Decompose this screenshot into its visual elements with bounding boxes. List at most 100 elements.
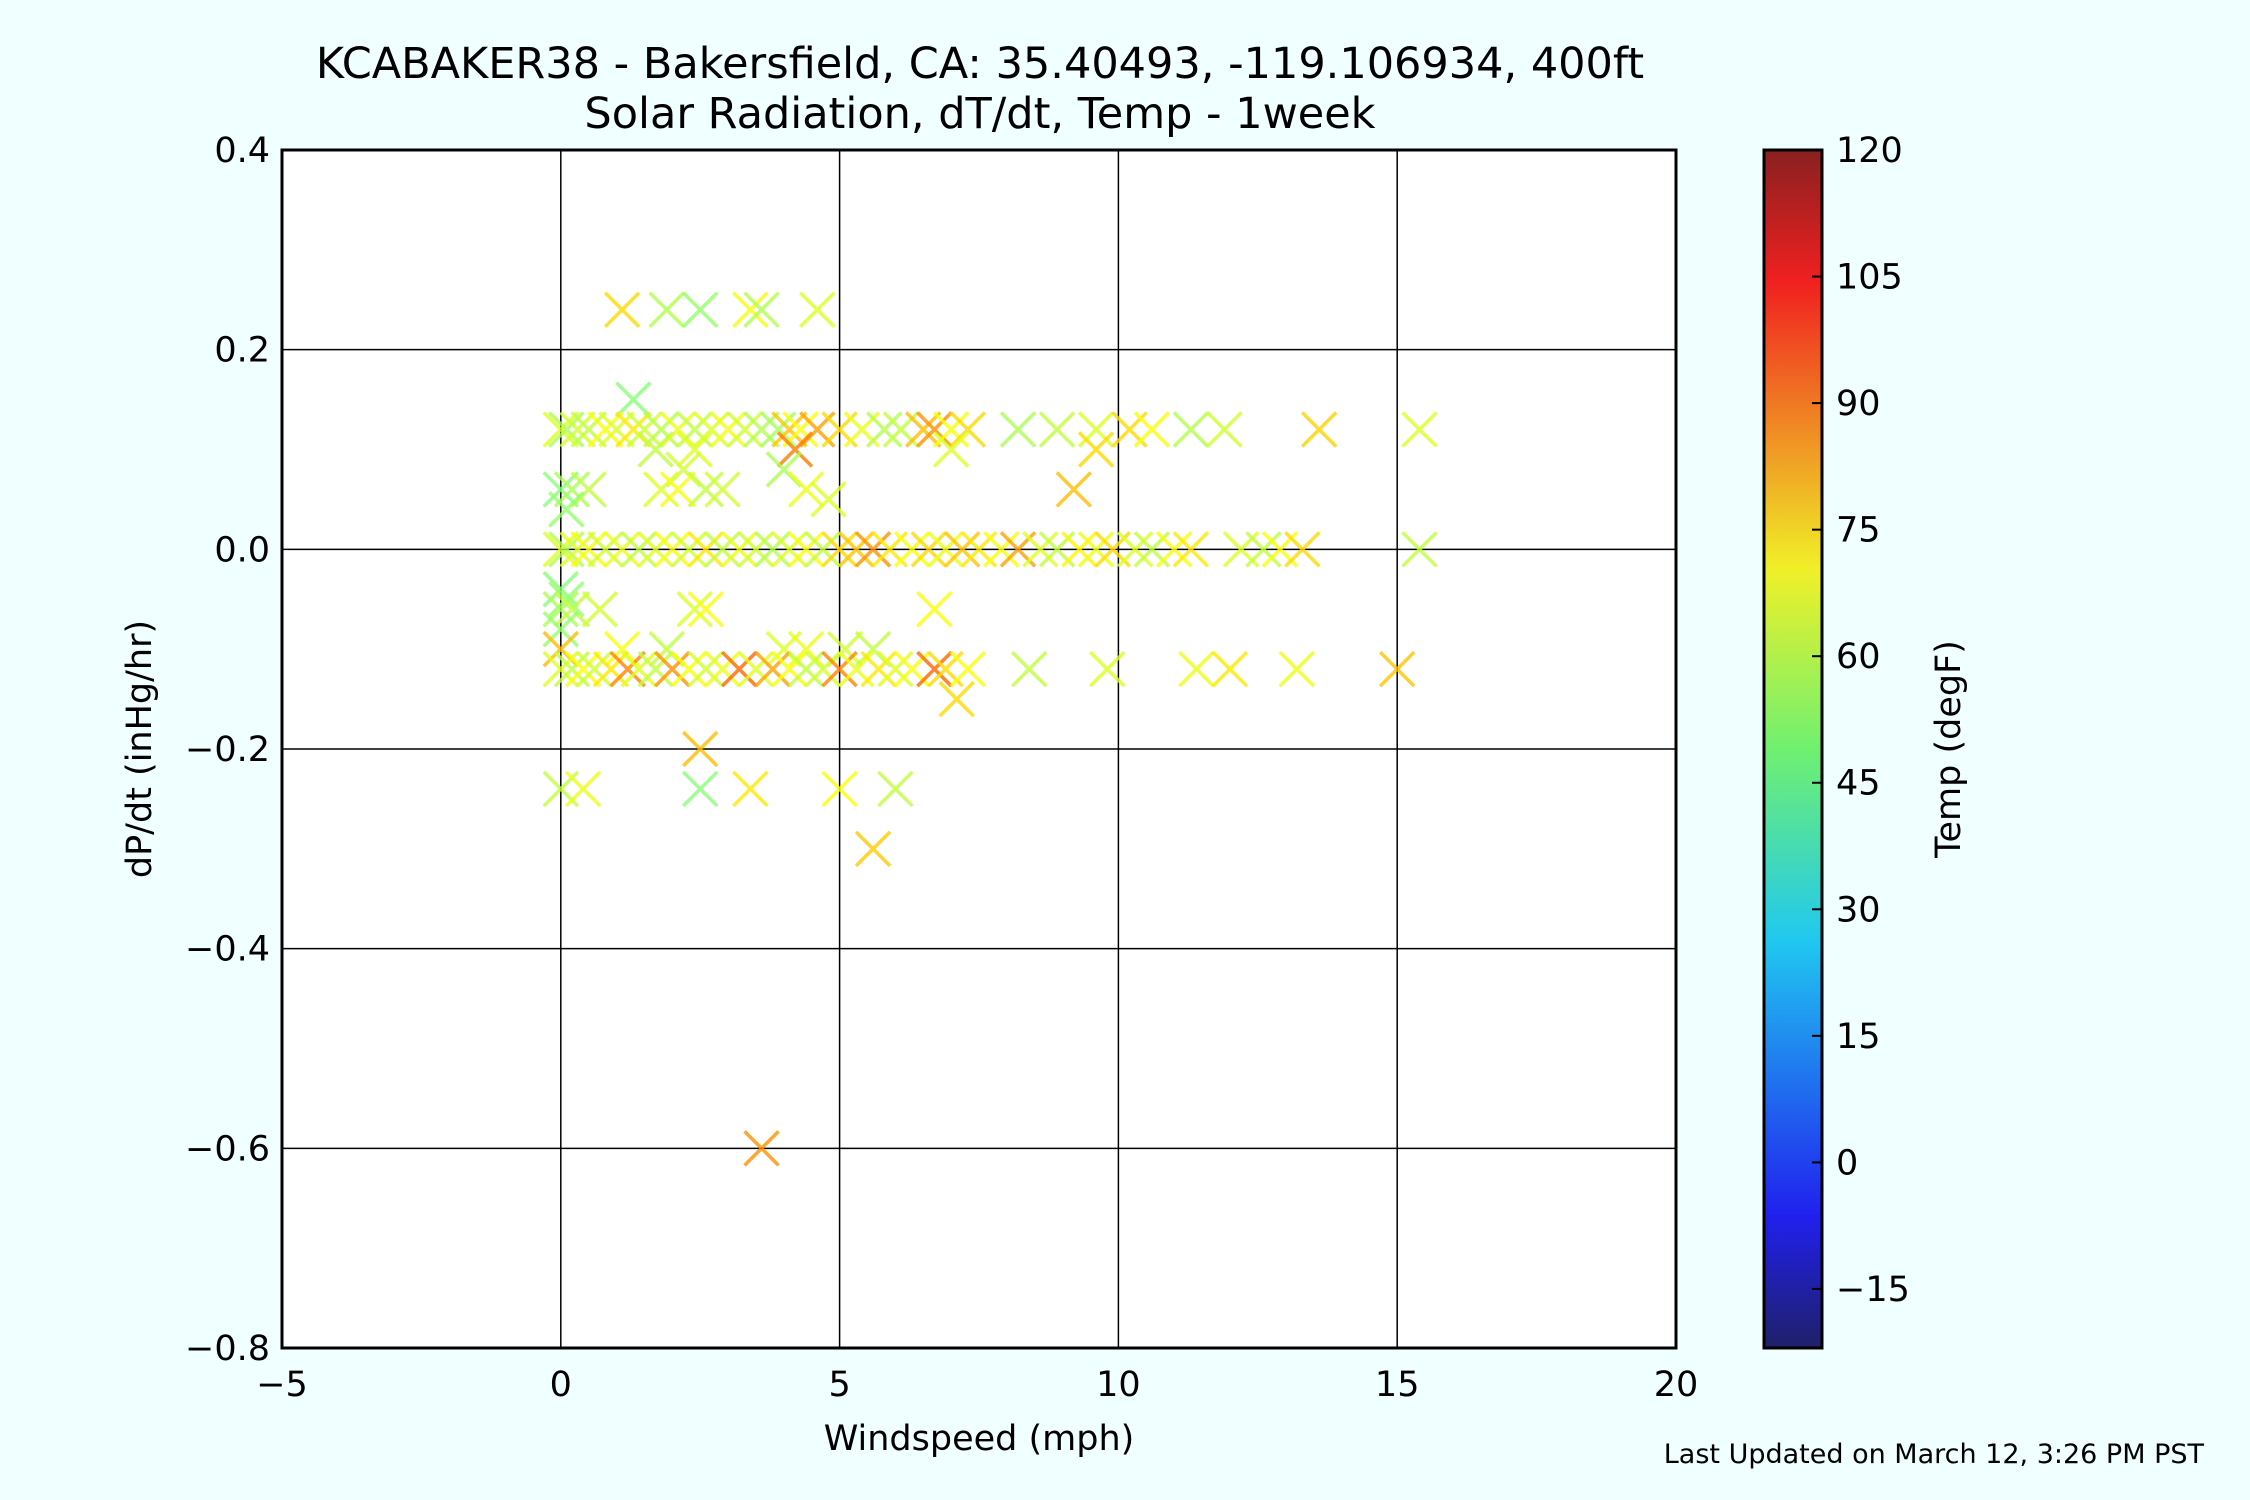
- data-point: [737, 650, 775, 688]
- x-tick-label: 5: [828, 1365, 850, 1405]
- data-point: [771, 411, 808, 448]
- data-point: [854, 830, 892, 868]
- data-point: [1116, 531, 1154, 568]
- data-point: [1284, 531, 1321, 568]
- data-point: [542, 590, 580, 628]
- data-point: [821, 650, 858, 688]
- data-point: [570, 411, 607, 448]
- data-point: [938, 680, 975, 718]
- colorbar-ticks: 120 105 90 75 60 45 30 15 0 −15: [1812, 131, 1910, 1310]
- chart-subtitle: Solar Radiation, dT/dt, Temp - 1week: [584, 89, 1375, 139]
- data-point: [704, 471, 741, 508]
- data-point: [799, 291, 836, 328]
- data-point: [542, 571, 580, 608]
- data-point: [916, 650, 953, 688]
- data-point: [743, 411, 780, 448]
- x-tick-label: 20: [1654, 1365, 1699, 1405]
- data-point: [693, 411, 730, 448]
- y-tick-label: −0.8: [185, 1329, 270, 1369]
- x-tick-label: 0: [550, 1365, 572, 1405]
- data-point: [944, 531, 981, 568]
- data-point: [592, 650, 630, 688]
- data-point: [681, 770, 719, 808]
- data-point: [553, 471, 591, 508]
- data-point: [542, 411, 580, 448]
- data-point: [670, 531, 708, 568]
- data-point: [804, 650, 842, 688]
- data-point: [1010, 650, 1048, 688]
- y-axis-ticks: 0.4 0.2 0.0 −0.2 −0.4 −0.6 −0.8: [185, 131, 270, 1369]
- x-axis-label: Windspeed (mph): [824, 1419, 1135, 1459]
- data-point: [916, 411, 953, 448]
- data-point: [681, 291, 719, 328]
- data-point: [1038, 411, 1076, 448]
- colorbar-tick-label: 30: [1836, 890, 1881, 930]
- colorbar-tick-label: 120: [1836, 131, 1903, 171]
- data-point: [1077, 431, 1115, 468]
- grid: [281, 149, 1677, 1349]
- data-point: [570, 531, 607, 568]
- data-point: [1155, 531, 1193, 568]
- y-tick-label: 0.2: [214, 331, 270, 371]
- data-point: [587, 531, 624, 568]
- data-point: [754, 650, 791, 688]
- data-point: [637, 531, 674, 568]
- data-point: [1089, 650, 1126, 688]
- data-point: [676, 590, 713, 628]
- data-point: [932, 411, 970, 448]
- data-point: [609, 650, 646, 688]
- data-point: [598, 411, 635, 448]
- data-point: [737, 531, 775, 568]
- data-point: [838, 531, 875, 568]
- data-point: [804, 531, 842, 568]
- data-point: [1178, 650, 1215, 688]
- data-point: [1172, 411, 1210, 448]
- data-point: [670, 650, 708, 688]
- data-point: [564, 650, 602, 688]
- colorbar-tick-label: 75: [1836, 511, 1881, 551]
- colorbar-gradient: [1762, 148, 1824, 1350]
- data-point: [1206, 411, 1243, 448]
- data-point: [548, 581, 585, 618]
- data-point: [771, 650, 808, 688]
- y-tick-label: −0.4: [185, 930, 270, 970]
- data-point: [542, 610, 580, 648]
- data-point: [1278, 650, 1316, 688]
- data-point: [709, 411, 747, 448]
- data-point: [1245, 531, 1282, 568]
- data-point: [771, 531, 808, 568]
- y-tick-label: −0.6: [185, 1129, 270, 1169]
- data-point: [726, 411, 764, 448]
- data-point: [1300, 411, 1338, 448]
- data-point: [905, 411, 942, 448]
- colorbar-tick-label: 90: [1836, 384, 1881, 424]
- data-point: [999, 411, 1037, 448]
- colorbar: 120 105 90 75 60 45 30 15 0 −15 Temp (degF): [1762, 131, 1969, 1350]
- data-point: [1378, 650, 1416, 688]
- data-point: [637, 650, 674, 688]
- x-tick-label: −5: [256, 1365, 308, 1405]
- plot-area: [280, 148, 1678, 1350]
- data-point: [865, 411, 903, 448]
- data-point: [810, 481, 847, 518]
- data-point: [720, 650, 758, 688]
- data-point: [620, 650, 658, 688]
- y-tick-label: −0.2: [185, 730, 270, 770]
- data-point: [626, 411, 663, 448]
- colorbar-tick-label: 60: [1836, 637, 1881, 677]
- data-point: [687, 531, 725, 568]
- y-tick-label: 0.4: [214, 131, 270, 171]
- data-point: [615, 381, 652, 418]
- data-point: [927, 531, 964, 568]
- data-point: [787, 630, 825, 668]
- data-point: [676, 431, 713, 468]
- y-tick-label: 0.0: [214, 530, 270, 570]
- data-point: [654, 650, 691, 688]
- data-point: [983, 531, 1020, 568]
- data-point: [642, 411, 680, 448]
- data-point: [743, 291, 780, 328]
- data-point: [932, 431, 970, 468]
- data-point: [821, 770, 858, 808]
- data-point: [654, 531, 691, 568]
- data-point: [603, 291, 641, 328]
